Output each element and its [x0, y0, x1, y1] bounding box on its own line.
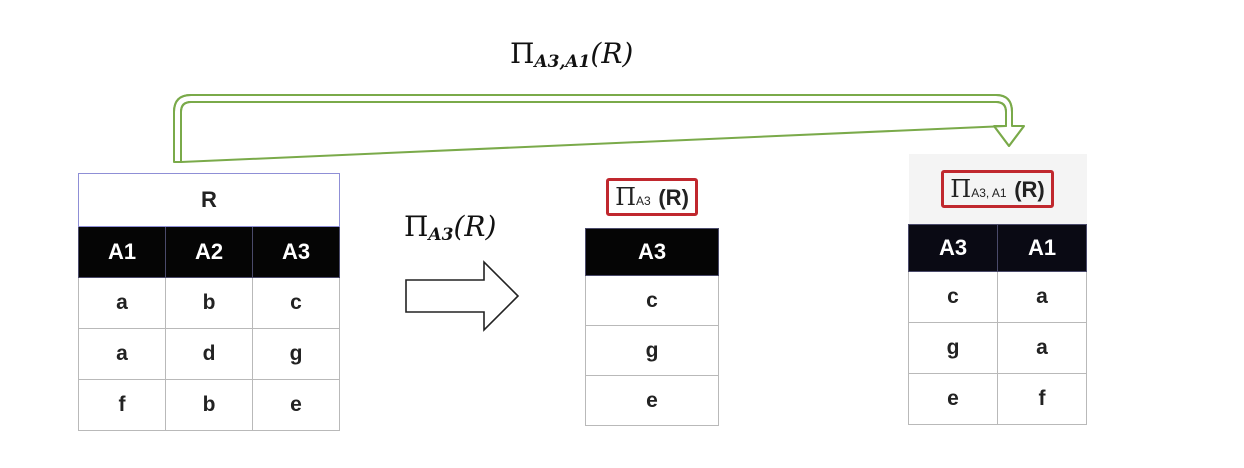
table-row: c a — [908, 271, 1087, 323]
table-row: g — [585, 325, 719, 376]
column-header: A2 — [165, 226, 253, 278]
table-cell: a — [78, 328, 166, 380]
projection-a3-a1-table: ΠA3, A1 (R) A3 A1 c a g a e f — [908, 154, 1087, 425]
column-header: A3 — [252, 226, 340, 278]
projection-a3-table: ΠA3 (R) A3 c g e — [585, 166, 719, 426]
table-cell: f — [997, 373, 1087, 425]
table-row: c — [585, 275, 719, 326]
table-cell: b — [165, 379, 253, 431]
table-cell: e — [252, 379, 340, 431]
table-cell: e — [908, 373, 998, 425]
column-header: A3 — [585, 228, 719, 276]
column-header: A3 — [908, 224, 998, 272]
table-row: g a — [908, 322, 1087, 374]
table-cell: e — [585, 375, 719, 426]
table-cell: a — [997, 322, 1087, 374]
table-cell: g — [585, 325, 719, 376]
table-cell: c — [585, 275, 719, 326]
table-cell: g — [908, 322, 998, 374]
table-cell: b — [165, 277, 253, 329]
table-cell: a — [997, 271, 1087, 323]
column-header: A1 — [78, 226, 166, 278]
table-cell: d — [165, 328, 253, 380]
table-cell: a — [78, 277, 166, 329]
table-row: e — [585, 375, 719, 426]
hollow-right-arrow — [405, 260, 520, 332]
relation-r-table: R A1 A2 A3 a b c a d g f b e — [78, 173, 340, 431]
table-cell: c — [908, 271, 998, 323]
table-cell: f — [78, 379, 166, 431]
projection-a3-caption: ΠA3 (R) — [606, 178, 698, 216]
projection-a3-a1-caption: ΠA3, A1 (R) — [941, 170, 1054, 208]
column-header: A1 — [997, 224, 1087, 272]
table-row: e f — [908, 373, 1087, 425]
table-cell: g — [252, 328, 340, 380]
table-row: a b c — [78, 277, 340, 329]
table-row: f b e — [78, 379, 340, 431]
table-row: a d g — [78, 328, 340, 380]
middle-projection-label: ΠA3(R) — [404, 210, 497, 245]
top-projection-label: ΠA3,A1(R) — [510, 37, 634, 72]
table-cell: c — [252, 277, 340, 329]
table-title: R — [78, 173, 340, 227]
